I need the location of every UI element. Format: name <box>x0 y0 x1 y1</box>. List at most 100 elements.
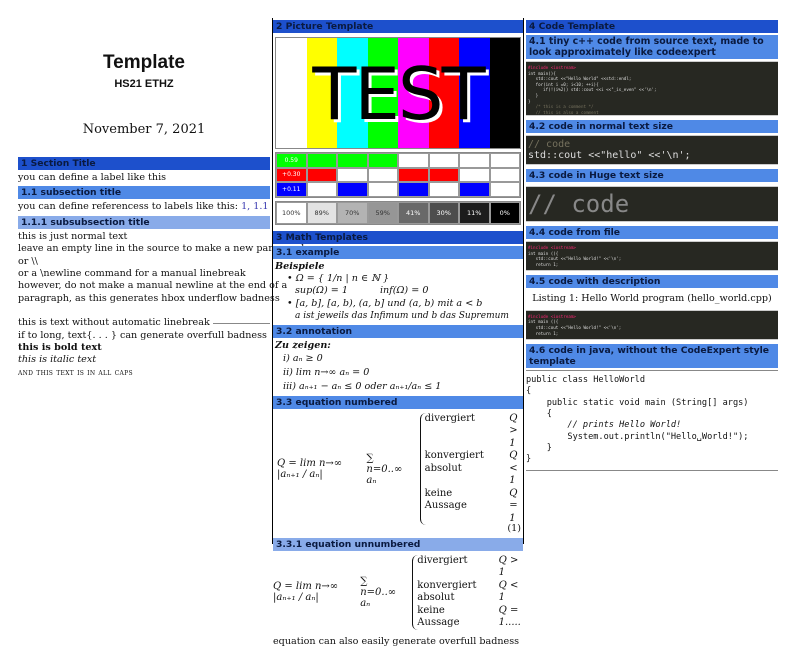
grid-cell <box>306 182 337 197</box>
subsection-4-3-heading: 4.3 code in Huge text size <box>526 169 778 182</box>
case-value: Q = 1..... <box>498 604 521 629</box>
annotation-item: i) aₙ ≥ 0 <box>283 352 323 364</box>
grid-cell <box>367 153 398 168</box>
case-condition: konvergiert absolut <box>424 450 484 474</box>
gray-cell: 70% <box>337 201 368 224</box>
document-date: November 7, 2021 <box>82 122 206 137</box>
cases: divergiert Q > 1 konvergiert absolut Q < 1 k… <box>419 412 523 526</box>
java-line: public static void main (String[] args) <box>526 397 749 408</box>
equation-numbered: Q = lim n→∞ |aₙ₊₁ / aₙ| ∑ n=0..∞ aₙ dive… <box>273 412 523 526</box>
case-condition: keine Aussage <box>417 604 460 629</box>
gray-cell: 59% <box>367 201 398 224</box>
case-condition: divergiert <box>424 412 475 424</box>
equation-unnumbered: Q = lim n→∞ |aₙ₊₁ / aₙ| ∑ n=0..∞ aₙ dive… <box>273 554 523 630</box>
equation-sum: ∑ n=0..∞ aₙ <box>360 575 397 609</box>
color-bar <box>367 38 398 148</box>
grid-cell <box>428 167 459 182</box>
gray-cell: 0% <box>489 201 520 224</box>
color-bar <box>489 38 520 148</box>
test-pattern-image: TEST <box>275 37 521 149</box>
subsection-4-2-heading: 4.2 code in normal text size <box>526 120 778 133</box>
subsection-3-3-heading: 3.3 equation numbered <box>273 395 523 409</box>
java-line: // prints Hello World! <box>526 420 682 431</box>
column-2: 2 Picture Template TEST 0.59 +0.30 +0.11 1… <box>272 18 524 647</box>
annotation-item: iii) aₙ₊₁ − aₙ ≤ 0 oder aₙ₊₁/aₙ ≤ 1 <box>283 380 442 392</box>
math-line: a ist jeweils das Infimum und b das Supr… <box>295 311 509 322</box>
math-line: sup(Ω) = 1 inf(Ω) = 0 <box>275 285 523 297</box>
java-code-block: public class HelloWorld{ public static v… <box>526 370 778 471</box>
zu-zeigen-label: Zu zeigen: <box>275 339 331 351</box>
code-comment: // code <box>528 139 571 150</box>
code-line: int main (){ <box>528 319 559 325</box>
grid-cell <box>367 167 398 182</box>
document-title: Template <box>102 52 185 73</box>
test-word: TEST <box>312 52 485 136</box>
grid-cell <box>459 182 490 197</box>
code-block-normal: // code std::cout <<"hello" <<'\n'; <box>526 135 778 165</box>
grid-cell <box>459 167 490 182</box>
java-line: { <box>526 409 552 420</box>
rule <box>212 322 270 324</box>
math: [a, b], [a, b), (a, b] und (a, b) mit a … <box>295 297 483 309</box>
gray-cell: 30% <box>428 201 459 224</box>
grid-cell: 0.59 <box>276 153 307 168</box>
java-line: } <box>526 454 532 465</box>
code-line: for(int i =0; i<10; ++i){ <box>528 81 599 87</box>
gray-cell: 100% <box>276 201 307 224</box>
paragraph: this is just normal text leave an empty l… <box>18 230 307 305</box>
grid-cell <box>306 167 337 182</box>
cases: divergiert Q > 1 konvergiert absolut Q < 1 k… <box>412 554 523 630</box>
case-value: Q < 1 <box>509 450 518 487</box>
gray-cell: 89% <box>306 201 337 224</box>
text-line: paragraph, as this generates hbox underf… <box>18 292 280 304</box>
grid-cell <box>398 153 429 168</box>
text-line: however, do not make a manual newline at… <box>18 280 288 292</box>
reference-links[interactable]: 1, 1.1 <box>241 201 269 213</box>
code-line: std::cout <<"Hello World!" <<'\n'; <box>528 256 622 262</box>
text-line: if to long, text{. . . } can generate ov… <box>18 329 267 341</box>
code-block-tiny: #include <iostream> int main(){ std::cout… <box>526 61 778 116</box>
grayscale-bar: 100% 89% 70% 59% 41% 30% 11% 0% <box>275 200 521 225</box>
gray-cell: 11% <box>459 201 490 224</box>
column-1: Template HS21 ETHZ November 7, 2021 1 Se… <box>18 18 307 379</box>
math: Ω = { 1/n | n ∈ ℕ } <box>295 272 390 284</box>
grid-cell <box>428 153 459 168</box>
subsection-4-6-heading: 4.6 code in java, without the CodeExpert… <box>526 344 778 369</box>
code-line: std::cout <<"Hello World!" <<'\n'; <box>528 324 622 330</box>
code-line: #include <iostream> <box>528 65 576 70</box>
code-line: return 1; <box>528 261 559 267</box>
subsection-1-1-heading: 1.1 subsection title <box>18 186 270 200</box>
grid-cell <box>459 153 490 168</box>
grid-cell <box>306 153 337 168</box>
code-line: // this is also a comment <box>528 109 599 115</box>
text-line: this is just normal text <box>18 230 128 242</box>
subsection-4-1-heading: 4.1 tiny c++ code from source text, made… <box>526 35 778 59</box>
case-condition: konvergiert absolut <box>417 579 477 604</box>
section-2-heading: 2 Picture Template <box>273 20 523 33</box>
color-bar <box>459 38 490 148</box>
java-line: System.out.println("Hello␣World!"); <box>526 431 749 442</box>
grid-cell: +0.11 <box>276 182 307 197</box>
grid-cell <box>398 182 429 197</box>
color-bar <box>306 38 337 148</box>
ref-text: you can define referencess to labels lik… <box>18 201 239 213</box>
text: equation can also easily generate overfu… <box>273 635 520 647</box>
grid-cell <box>489 167 520 182</box>
bullet: • [a, b], [a, b), (a, b] und (a, b) mit … <box>287 297 483 309</box>
code-line: if(!(i%2)) std::cout <<i <<"_is_even" <<… <box>528 87 657 93</box>
text: you can define a label like this <box>18 172 167 183</box>
text: you can define referencess to labels lik… <box>18 201 270 213</box>
case-value: Q < 1 <box>498 579 519 604</box>
grid-cell <box>337 167 368 182</box>
color-grid: 0.59 +0.30 +0.11 <box>275 152 521 198</box>
code-line: } <box>528 92 539 98</box>
bold-text: this is bold text <box>18 342 102 354</box>
italic-text: this is italic text <box>18 354 97 366</box>
math: inf(Ω) = 0 <box>379 285 429 297</box>
code-line: } <box>528 98 531 104</box>
annotation-item: ii) lim n→∞ aₙ = 0 <box>283 366 370 378</box>
code-line: std::cout <<"hello" <<'\n'; <box>528 150 691 161</box>
subsubsection-heading: 1.1.1 subsubsection title <box>18 215 270 229</box>
code-block-file: #include <iostream> int main (){ std::cou… <box>526 241 778 272</box>
bullet: • Ω = { 1/n | n ∈ ℕ } <box>287 272 390 284</box>
